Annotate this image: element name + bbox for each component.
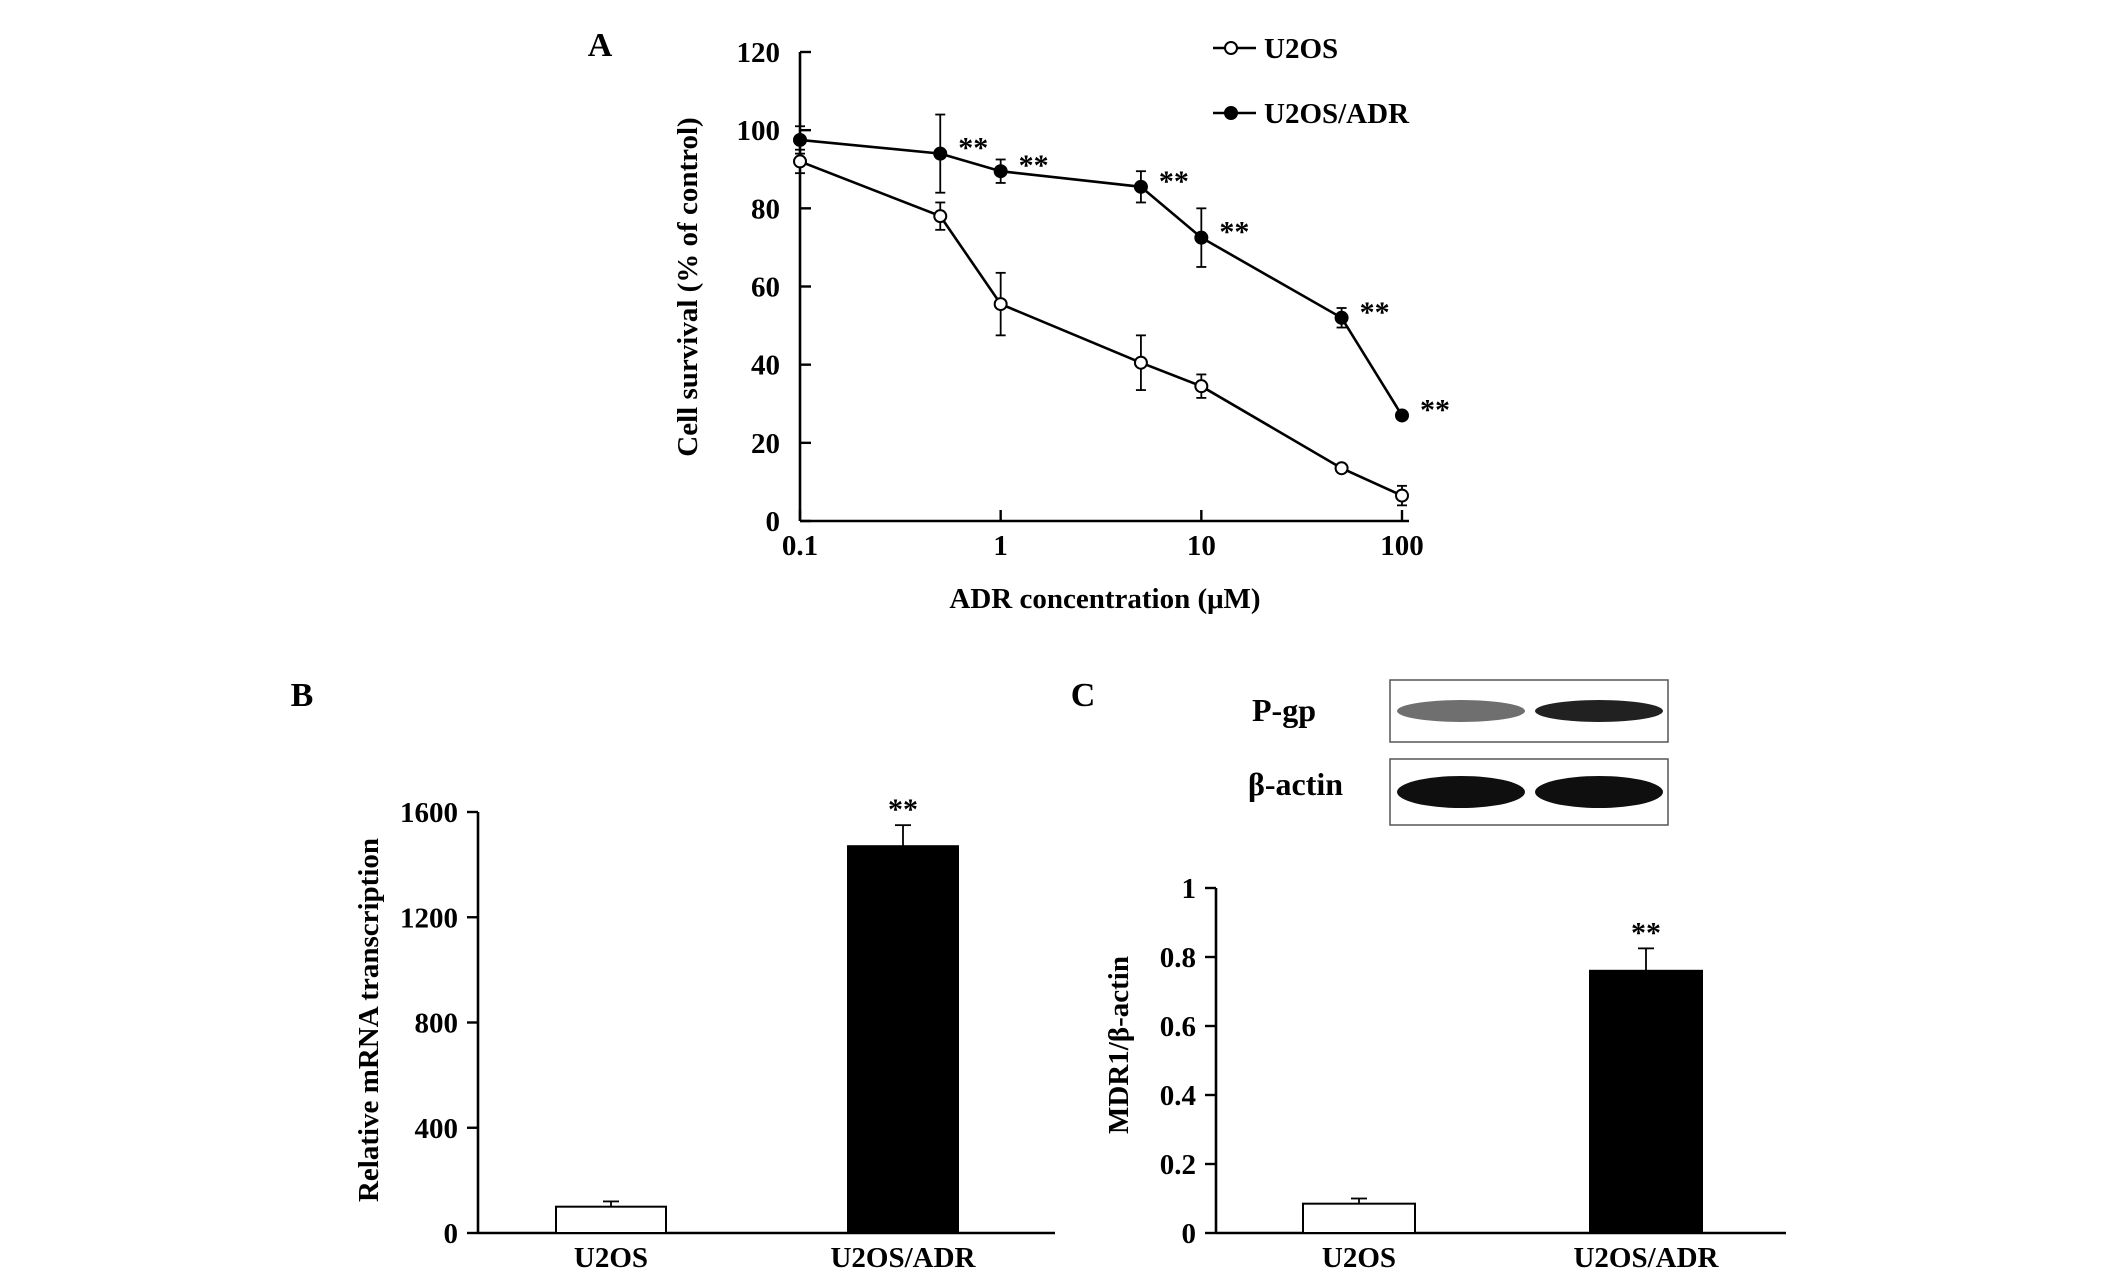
- y-tick-label: 1200: [400, 902, 458, 934]
- significance-mark: **: [1159, 165, 1189, 198]
- panel-b-bars: U2OS U2OS/ADR **: [555, 793, 977, 1274]
- blot-band-pgp: [1535, 700, 1663, 722]
- y-tick-label: 80: [751, 193, 780, 225]
- significance-mark: **: [1360, 296, 1390, 329]
- y-tick-label: 0: [444, 1218, 459, 1250]
- western-blot: P-gp β-actin: [1248, 679, 1669, 826]
- data-point-u2os: [1395, 488, 1409, 503]
- panel-a-line-chart: 0 20 40 60 80 100 120 0.1 1 10 100 ** ** ** ** ** ** A…: [672, 33, 1450, 615]
- y-tick-label: 0: [1182, 1218, 1197, 1250]
- y-tick-label: 20: [751, 428, 780, 460]
- x-tick-label: U2OS: [1322, 1242, 1396, 1270]
- data-point-u2os-adr: [793, 132, 807, 147]
- y-tick-label: 1600: [400, 797, 458, 829]
- blot-band-pgp: [1397, 700, 1525, 722]
- data-point-u2os: [933, 209, 948, 224]
- y-tick-label: 1: [1182, 873, 1197, 905]
- data-point-u2os-adr: [1395, 408, 1409, 423]
- y-tick-label: 60: [751, 272, 780, 304]
- panel-label-c: C: [1071, 677, 1096, 714]
- blot-band-actin: [1397, 776, 1525, 808]
- y-tick-label: 0.4: [1160, 1080, 1196, 1112]
- significance-mark: **: [1631, 916, 1661, 949]
- data-point-u2os: [793, 154, 807, 169]
- panel-a-y-ticks: 0 20 40 60 80 100 120: [737, 37, 811, 538]
- y-tick-label: 0.6: [1160, 1011, 1196, 1043]
- panel-c-y-ticks: 0 0.2 0.4 0.6 0.8 1: [1160, 873, 1216, 1250]
- panel-c-bars: U2OS U2OS/ADR **: [1302, 916, 1720, 1274]
- panel-c-y-axis-label: MDR1/β-actin: [1103, 956, 1135, 1134]
- data-point-u2os: [1334, 461, 1349, 476]
- x-tick-label: 1: [993, 530, 1008, 562]
- data-point-u2os: [1194, 379, 1209, 394]
- blot-label-actin: β-actin: [1248, 766, 1343, 802]
- x-tick-label: U2OS/ADR: [1573, 1242, 1719, 1270]
- data-point-u2os-adr: [1334, 310, 1349, 325]
- bar-u2os: [1302, 1202, 1416, 1235]
- x-tick-label: 100: [1380, 530, 1424, 562]
- y-tick-label: 800: [415, 1008, 459, 1040]
- blot-bands: [1397, 700, 1663, 808]
- data-point-u2os-adr: [1194, 230, 1209, 245]
- x-tick-label: 10: [1187, 530, 1216, 562]
- series-line-u2os-adr: [799, 138, 1404, 417]
- y-tick-label: 120: [737, 37, 781, 69]
- blot-band-actin: [1535, 776, 1663, 808]
- y-tick-label: 100: [737, 115, 781, 147]
- data-point-u2os-adr: [993, 164, 1008, 179]
- x-tick-label: 0.1: [782, 530, 818, 562]
- panel-c-bar-chart: 0 0.2 0.4 0.6 0.8 1 U2OS U2OS/ADR ** MDR1/β-act…: [1103, 679, 1786, 1274]
- legend-label-u2os-adr: U2OS/ADR: [1264, 98, 1410, 130]
- panel-label-b: B: [291, 677, 314, 714]
- panel-b-bar-chart: 0 400 800 1200 1600 U2OS U2OS/ADR ** Relative …: [353, 793, 1055, 1274]
- y-tick-label: 400: [415, 1113, 459, 1145]
- y-tick-label: 0: [766, 506, 781, 538]
- blot-label-pgp: P-gp: [1252, 692, 1316, 728]
- bar-u2os: [555, 1205, 667, 1234]
- panel-a-legend: U2OS U2OS/ADR: [1213, 33, 1410, 130]
- panel-a-y-axis-label: Cell survival (% of control): [672, 117, 704, 456]
- panel-b-y-ticks: 0 400 800 1200 1600: [400, 797, 478, 1250]
- y-tick-label: 40: [751, 350, 780, 382]
- data-point-u2os-adr: [933, 146, 948, 161]
- legend-label-u2os: U2OS: [1264, 33, 1338, 65]
- series-line-u2os: [799, 160, 1403, 497]
- y-tick-label: 0.2: [1160, 1149, 1196, 1181]
- bar-u2os-adr: [1589, 969, 1703, 1234]
- legend-marker-u2os: [1224, 41, 1238, 55]
- panel-b-y-axis-label: Relative mRNA transcription: [353, 838, 385, 1202]
- x-tick-label: U2OS/ADR: [830, 1242, 976, 1270]
- data-point-u2os: [1133, 355, 1148, 370]
- x-tick-label: U2OS: [574, 1242, 648, 1270]
- bar-u2os-adr: [847, 845, 959, 1234]
- panel-a-x-ticks: 0.1 1 10 100: [782, 510, 1424, 562]
- significance-mark: **: [888, 793, 918, 826]
- y-tick-label: 0.8: [1160, 942, 1196, 974]
- panel-label-a: A: [588, 27, 613, 64]
- significance-mark: **: [1019, 149, 1049, 182]
- panel-a-series: ** ** ** ** ** **: [793, 113, 1450, 507]
- panel-a-x-axis-label: ADR concentration (μM): [949, 583, 1260, 615]
- significance-mark: **: [1420, 393, 1450, 426]
- legend-marker-u2os-adr: [1224, 106, 1238, 120]
- significance-mark: **: [958, 132, 988, 165]
- data-point-u2os-adr: [1133, 179, 1148, 194]
- data-point-u2os: [993, 297, 1008, 312]
- significance-mark: **: [1219, 216, 1249, 249]
